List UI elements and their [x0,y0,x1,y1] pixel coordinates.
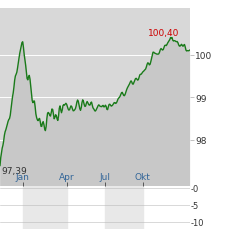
Bar [23,186,67,229]
Text: 100,40: 100,40 [148,29,180,38]
Text: 97,39: 97,39 [1,166,27,175]
Bar [105,186,143,229]
